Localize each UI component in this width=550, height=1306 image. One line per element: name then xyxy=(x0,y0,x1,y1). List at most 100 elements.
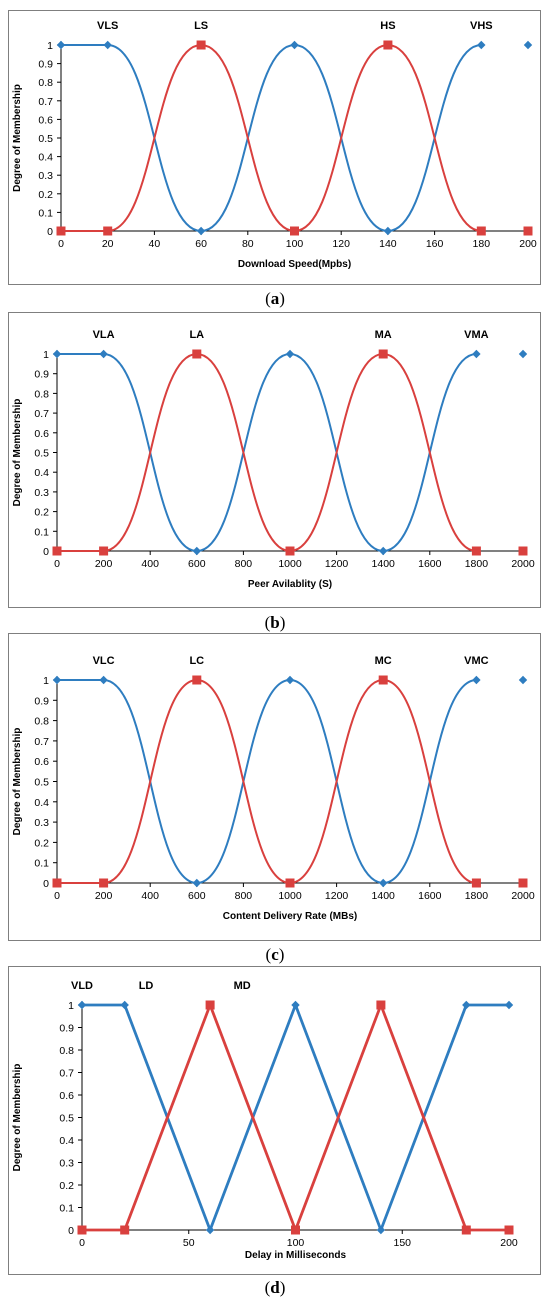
data-point-diamond xyxy=(196,226,206,236)
data-point-diamond xyxy=(52,675,62,685)
chart-c: 0 0.1 0.2 0.3 0.4 0.5 0.6 0.7 0.8 0.9 1 0 200 400 600 8… xyxy=(12,655,535,922)
chart-frame-d xyxy=(8,966,541,1275)
x-axis-label: Content Delivery Rate (MBs) xyxy=(223,911,357,922)
data-point-diamond xyxy=(77,1000,87,1010)
chart-panel-b: 0 0.1 0.2 0.3 0.4 0.5 0.6 0.7 0.8 0.9 1 0 200 400 600 8… xyxy=(0,0,550,640)
set-label: VLS xyxy=(97,20,118,32)
y-tick-label: 0.8 xyxy=(34,388,49,400)
x-tick-label: 1400 xyxy=(372,558,396,570)
caption-b: (b) xyxy=(264,613,286,632)
data-point-square xyxy=(285,878,295,888)
x-tick-label: 1000 xyxy=(278,558,302,570)
y-tick-label: 0 xyxy=(47,226,53,238)
y-tick-label: 0.9 xyxy=(38,59,53,71)
x-tick-label: 1600 xyxy=(418,558,442,570)
data-point-square xyxy=(205,1000,215,1010)
y-axis-label: Degree of Membership xyxy=(12,728,23,836)
y-tick-label: 0.3 xyxy=(34,487,49,499)
caption-a: (a) xyxy=(265,289,285,308)
y-tick-label: 0.4 xyxy=(38,152,53,164)
set-label: VLC xyxy=(93,655,115,667)
y-tick-label: 0.4 xyxy=(34,797,49,809)
data-point-diamond xyxy=(472,349,481,359)
y-tick-label: 1 xyxy=(47,40,53,52)
data-point-diamond xyxy=(379,546,388,556)
data-point-diamond xyxy=(504,1000,514,1010)
y-tick-label: 0.7 xyxy=(59,1068,74,1080)
set-label: MA xyxy=(375,329,392,341)
set-label: VLD xyxy=(71,980,93,992)
data-point-square xyxy=(192,349,202,359)
y-tick-label: 0.6 xyxy=(38,114,53,126)
data-point-diamond xyxy=(205,1225,215,1235)
data-point-diamond xyxy=(192,878,201,888)
x-tick-label: 600 xyxy=(188,890,206,902)
x-tick-label: 0 xyxy=(79,1237,85,1249)
set-label: VLA xyxy=(93,329,115,341)
data-point-square xyxy=(378,675,388,685)
x-tick-label: 100 xyxy=(286,238,304,250)
y-tick-label: 0.9 xyxy=(59,1023,74,1035)
y-tick-label: 0.2 xyxy=(38,189,53,201)
x-tick-label: 1200 xyxy=(325,558,349,570)
data-point-square xyxy=(378,349,388,359)
set-label: LD xyxy=(139,980,154,992)
data-point-square xyxy=(52,878,62,888)
data-point-diamond xyxy=(523,40,533,50)
data-point-diamond xyxy=(379,878,388,888)
y-tick-label: 0.5 xyxy=(34,448,49,460)
x-tick-label: 140 xyxy=(379,238,397,250)
caption-d: (d) xyxy=(264,1278,286,1297)
data-point-square xyxy=(476,226,486,236)
y-tick-label: 0.1 xyxy=(34,526,49,538)
y-tick-label: 0.7 xyxy=(34,736,49,748)
set-label: MD xyxy=(234,980,251,992)
data-point-diamond xyxy=(99,349,108,359)
y-tick-label: 0 xyxy=(68,1225,74,1237)
set-label: LA xyxy=(189,329,204,341)
data-point-diamond xyxy=(192,546,201,556)
x-tick-label: 200 xyxy=(95,890,113,902)
x-tick-label: 2000 xyxy=(511,558,535,570)
data-point-square xyxy=(290,226,299,236)
data-point-square xyxy=(192,675,202,685)
x-tick-label: 400 xyxy=(141,558,159,570)
x-tick-label: 1000 xyxy=(278,890,302,902)
y-tick-label: 0.6 xyxy=(59,1090,74,1102)
y-tick-label: 0.1 xyxy=(38,207,53,219)
data-point-square xyxy=(285,546,295,556)
y-tick-label: 0.7 xyxy=(34,408,49,420)
x-tick-label: 0 xyxy=(54,890,60,902)
y-tick-label: 0.2 xyxy=(34,837,49,849)
y-tick-label: 0.8 xyxy=(34,716,49,728)
set-label: VMC xyxy=(464,655,489,667)
data-point-square xyxy=(518,878,528,888)
y-tick-label: 1 xyxy=(43,349,49,361)
x-tick-label: 0 xyxy=(54,558,60,570)
y-tick-label: 0.5 xyxy=(38,133,53,145)
x-tick-label: 400 xyxy=(141,890,159,902)
data-point-diamond xyxy=(56,40,66,50)
set-label: VMA xyxy=(464,329,489,341)
series-red-line xyxy=(82,1001,509,1234)
x-tick-label: 200 xyxy=(500,1237,518,1249)
x-tick-label: 200 xyxy=(95,558,113,570)
data-point-diamond xyxy=(472,675,481,685)
data-point-diamond xyxy=(518,675,528,685)
x-tick-label: 800 xyxy=(235,890,253,902)
data-point-diamond xyxy=(383,226,393,236)
data-point-diamond xyxy=(290,40,299,50)
data-point-square xyxy=(504,1225,514,1235)
data-point-square xyxy=(383,40,393,50)
set-label: LC xyxy=(189,655,204,667)
data-point-diamond xyxy=(285,349,295,359)
y-tick-label: 0.2 xyxy=(59,1180,74,1192)
y-tick-label: 0.8 xyxy=(38,77,53,89)
chart-b: 0 0.1 0.2 0.3 0.4 0.5 0.6 0.7 0.8 0.9 1 0 200 400 600 8… xyxy=(12,329,535,590)
x-tick-label: 1200 xyxy=(325,890,349,902)
data-point-square xyxy=(56,226,66,236)
data-point-square xyxy=(196,40,206,50)
series-blue-line xyxy=(82,1001,509,1234)
y-tick-label: 0.1 xyxy=(59,1203,74,1215)
